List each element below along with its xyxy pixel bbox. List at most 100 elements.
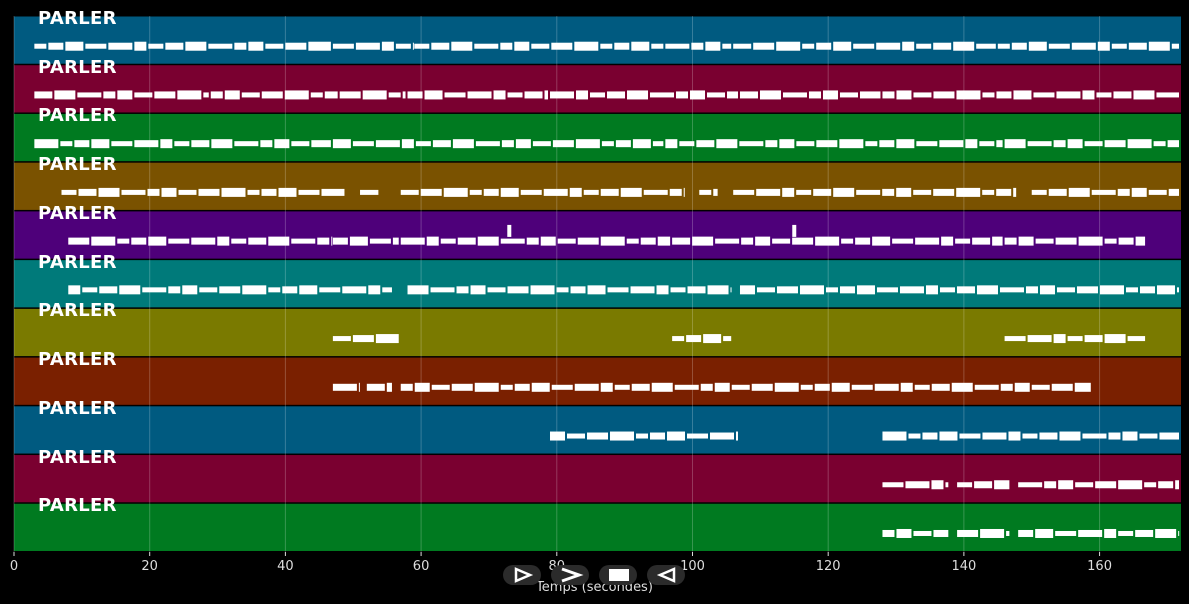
speech-segment (278, 187, 297, 197)
x-tick-label: 40 (277, 559, 294, 574)
speech-segment (913, 92, 932, 98)
speech-segment (1148, 189, 1167, 195)
speech-segment (765, 140, 778, 148)
speech-segment (282, 286, 298, 294)
speech-segment (587, 285, 606, 295)
speech-segment (500, 384, 513, 390)
speech-segment (590, 92, 606, 98)
track-label: PARLER (38, 495, 117, 517)
speech-segment (311, 140, 331, 148)
fast-forward-button[interactable] (551, 565, 589, 585)
speech-segment (1031, 384, 1050, 390)
track-label: PARLER (38, 446, 117, 468)
speech-segment (1128, 42, 1147, 50)
speech-segment (714, 382, 730, 392)
speech-segment (355, 42, 380, 50)
play-backward-icon (656, 567, 676, 583)
speech-segment (65, 41, 84, 51)
speech-segment (1091, 189, 1116, 195)
speech-segment (291, 238, 316, 244)
speech-segment (570, 286, 586, 294)
speech-segment (614, 42, 630, 50)
stop-icon (609, 569, 629, 581)
speech-segment (1013, 187, 1017, 197)
speech-segment (1118, 237, 1134, 245)
x-tick-label: 160 (1087, 559, 1112, 574)
speech-segment (1148, 41, 1170, 51)
speech-segment (1068, 187, 1090, 197)
speech-segment (776, 41, 801, 51)
speech-segment (756, 287, 775, 293)
track-band (14, 16, 1181, 64)
speech-segment (431, 42, 450, 50)
speech-segment (731, 384, 750, 390)
speech-segment (182, 285, 198, 295)
speech-segment (996, 91, 1012, 99)
speech-segment (1139, 286, 1155, 294)
speech-segment (976, 285, 998, 295)
speech-segment (933, 42, 952, 50)
speech-segment (34, 91, 53, 99)
play-backward-button[interactable] (647, 565, 685, 585)
speech-segment (865, 141, 878, 147)
speech-segment (424, 90, 443, 100)
speech-segment (1167, 140, 1179, 148)
speech-segment (1053, 334, 1066, 344)
speech-segment (48, 42, 64, 50)
speech-segment (1168, 188, 1179, 196)
speech-segment (401, 139, 414, 149)
speech-segment (739, 285, 755, 295)
speech-segment (999, 287, 1024, 293)
speech-segment (1039, 285, 1055, 295)
speech-segment (469, 189, 482, 195)
speech-segment (931, 383, 950, 391)
speech-segment (1131, 187, 1147, 197)
speech-segment (1117, 188, 1130, 196)
play-forward-button[interactable] (503, 565, 541, 585)
speech-segment (414, 43, 430, 49)
speech-segment (751, 383, 773, 391)
speech-segment (974, 481, 993, 489)
speech-segment (772, 238, 791, 244)
speech-segment (876, 287, 898, 293)
speech-segment (241, 92, 260, 98)
x-tick-label: 0 (9, 559, 19, 574)
speech-segment (332, 383, 357, 391)
speech-segment (431, 384, 450, 390)
speech-segment (366, 383, 385, 391)
speech-segment (291, 141, 310, 147)
speech-segment (443, 187, 468, 197)
speech-segment (332, 139, 351, 149)
speech-segment (168, 286, 181, 294)
speech-segment (432, 140, 451, 148)
speech-segment (540, 236, 556, 246)
speech-segment (1118, 480, 1143, 490)
fast-forward-icon (561, 567, 584, 583)
speech-segment (957, 529, 979, 537)
speech-segment (261, 91, 283, 99)
speech-segment (284, 90, 309, 100)
track-label: PARLER (38, 202, 117, 224)
track-band (14, 308, 1181, 357)
x-tick-label: 120 (815, 559, 841, 574)
speech-segment (996, 140, 1003, 148)
track-band (14, 211, 1181, 259)
speech-segment (997, 43, 1010, 49)
speech-segment (1082, 90, 1095, 100)
speech-segment (813, 188, 832, 196)
speech-segment (147, 188, 160, 196)
speech-segment (939, 287, 955, 293)
speech-segment (477, 236, 499, 246)
speech-segment (699, 189, 712, 195)
speech-segment (457, 237, 476, 245)
speech-segment (1039, 432, 1058, 440)
speech-segment (381, 41, 394, 51)
speech-segment (234, 42, 247, 50)
x-tick-label: 60 (412, 559, 430, 574)
speech-segment (739, 91, 758, 99)
speech-segment (979, 141, 995, 147)
speech-segment (400, 383, 413, 391)
speech-segment (400, 189, 419, 195)
speech-segment (210, 91, 223, 99)
stop-button[interactable] (599, 565, 637, 585)
